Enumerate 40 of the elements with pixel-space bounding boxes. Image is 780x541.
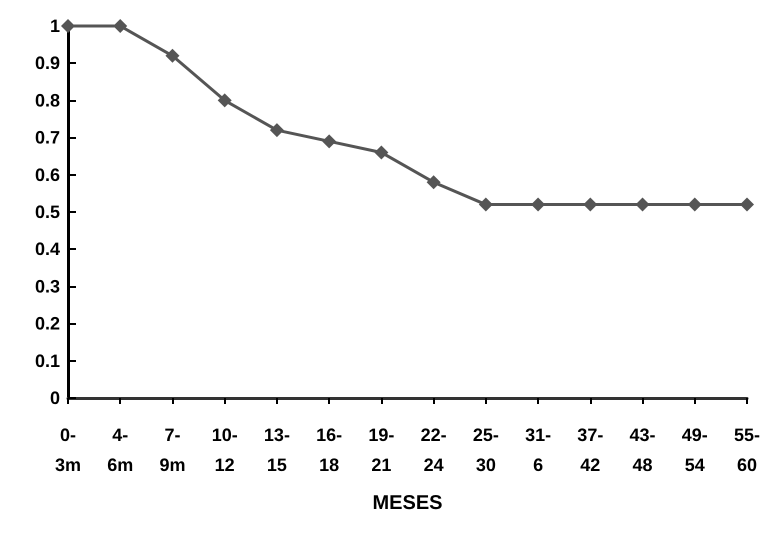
point	[426, 175, 441, 190]
point	[165, 48, 180, 63]
point	[322, 134, 336, 148]
point	[113, 19, 128, 33]
y-tick-label: 0.2	[34, 314, 60, 334]
y-tick-label: 0.5	[34, 202, 60, 222]
y-tick-label: 0	[50, 388, 60, 408]
x-tick-label: 4- 6m	[107, 425, 134, 475]
x-axis-title: MESES	[372, 492, 443, 514]
x-tick-label: 0- 3m	[54, 425, 82, 475]
x-tick-label: 13- 15	[264, 425, 290, 475]
point	[218, 93, 232, 108]
y-tick-label: 0.7	[34, 128, 60, 148]
x-tick-label: 49- 54	[682, 425, 708, 475]
x-tick-label: 31- 6	[525, 425, 552, 475]
point	[583, 198, 598, 212]
y-tick-label: 0.1	[34, 350, 60, 371]
y-tick-label: 0.9	[34, 53, 60, 74]
point	[270, 123, 284, 138]
x-tick-label: 19- 21	[368, 425, 394, 475]
point	[636, 198, 650, 212]
point	[478, 198, 493, 212]
x-tick-label: 43- 48	[630, 425, 656, 475]
point	[61, 19, 75, 33]
y-tick-label: 0.3	[34, 276, 60, 296]
x-tick-label: 10- 12	[212, 425, 238, 475]
point	[740, 198, 754, 212]
y-tick-label: 0.4	[34, 239, 60, 260]
y-tick-label: 0.8	[34, 90, 60, 110]
y-tick-label: 1	[50, 16, 60, 36]
x-tick-label: 16- 18	[316, 425, 342, 475]
x-tick-label: 22- 24	[420, 425, 447, 475]
x-tick-label: 7- 9m	[159, 425, 186, 475]
point	[531, 198, 546, 212]
y-tick-label: 0.6	[34, 164, 60, 185]
x-tick-label: 25- 30	[472, 425, 499, 475]
point	[374, 145, 388, 160]
point	[688, 198, 702, 212]
x-tick-label: 37- 42	[577, 425, 604, 475]
x-tick-label: 55- 60	[734, 425, 760, 475]
